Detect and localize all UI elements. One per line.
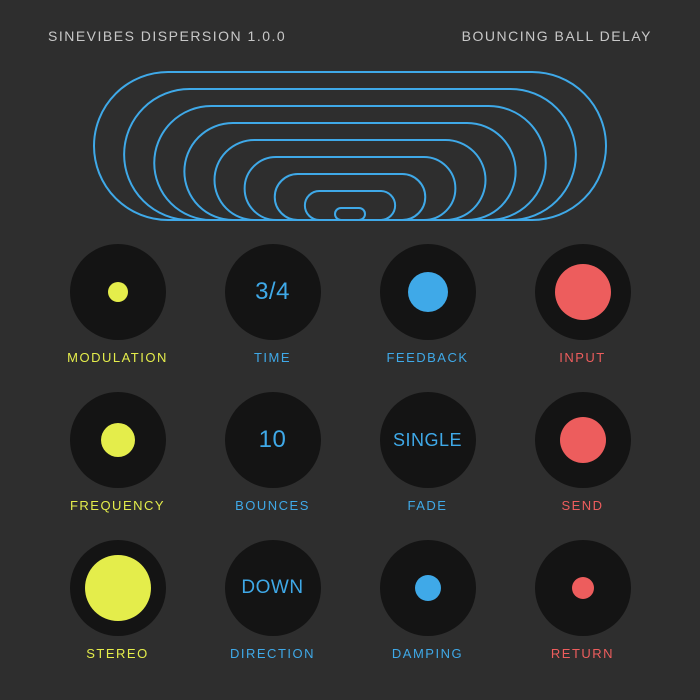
- knob-cell-send: SEND: [513, 392, 652, 532]
- plugin-title: SINEVIBES DISPERSION 1.0.0: [48, 28, 286, 44]
- knob-cell-frequency: FREQUENCY: [48, 392, 187, 532]
- time-knob[interactable]: 3/4: [225, 244, 321, 340]
- return-knob[interactable]: [535, 540, 631, 636]
- stereo-knob[interactable]: [70, 540, 166, 636]
- knob-cell-feedback: FEEDBACK: [358, 244, 497, 384]
- header: SINEVIBES DISPERSION 1.0.0 BOUNCING BALL…: [48, 28, 652, 44]
- fade-knob[interactable]: SINGLE: [380, 392, 476, 488]
- return-value-dot: [572, 577, 594, 599]
- direction-knob[interactable]: DOWN: [225, 540, 321, 636]
- stereo-label: STEREO: [86, 646, 148, 661]
- direction-value-text: DOWN: [241, 577, 303, 599]
- knob-cell-bounces: 10 BOUNCES: [203, 392, 342, 532]
- feedback-knob[interactable]: [380, 244, 476, 340]
- send-value-dot: [560, 417, 606, 463]
- send-label: SEND: [561, 498, 603, 513]
- modulation-knob[interactable]: [70, 244, 166, 340]
- plugin-subtitle: BOUNCING BALL DELAY: [462, 28, 652, 44]
- feedback-label: FEEDBACK: [386, 350, 468, 365]
- time-value-text: 3/4: [255, 278, 290, 306]
- return-label: RETURN: [551, 646, 614, 661]
- knob-cell-time: 3/4 TIME: [203, 244, 342, 384]
- send-knob[interactable]: [535, 392, 631, 488]
- input-label: INPUT: [559, 350, 606, 365]
- stereo-value-dot: [85, 555, 151, 621]
- damping-label: DAMPING: [392, 646, 463, 661]
- time-label: TIME: [254, 350, 291, 365]
- plugin-window: SINEVIBES DISPERSION 1.0.0 BOUNCING BALL…: [0, 0, 700, 700]
- visualizer-rings-icon: [90, 66, 610, 226]
- modulation-value-dot: [108, 282, 128, 302]
- knob-cell-input: INPUT: [513, 244, 652, 384]
- damping-value-dot: [415, 575, 441, 601]
- fade-value-text: SINGLE: [393, 430, 462, 451]
- knob-grid: MODULATION 3/4 TIME FEEDBACK INPUT FREQUENCY 1…: [48, 244, 652, 680]
- frequency-value-dot: [101, 423, 135, 457]
- bounces-knob[interactable]: 10: [225, 392, 321, 488]
- knob-cell-damping: DAMPING: [358, 540, 497, 680]
- knob-cell-return: RETURN: [513, 540, 652, 680]
- damping-knob[interactable]: [380, 540, 476, 636]
- bounces-value-text: 10: [259, 426, 287, 454]
- frequency-knob[interactable]: [70, 392, 166, 488]
- knob-cell-fade: SINGLE FADE: [358, 392, 497, 532]
- knob-cell-direction: DOWN DIRECTION: [203, 540, 342, 680]
- direction-label: DIRECTION: [230, 646, 315, 661]
- input-value-dot: [555, 264, 611, 320]
- frequency-label: FREQUENCY: [70, 498, 165, 513]
- modulation-label: MODULATION: [67, 350, 168, 365]
- feedback-value-dot: [408, 272, 448, 312]
- input-knob[interactable]: [535, 244, 631, 340]
- delay-visualizer: [48, 66, 652, 226]
- fade-label: FADE: [408, 498, 448, 513]
- knob-cell-modulation: MODULATION: [48, 244, 187, 384]
- bounces-label: BOUNCES: [235, 498, 310, 513]
- knob-cell-stereo: STEREO: [48, 540, 187, 680]
